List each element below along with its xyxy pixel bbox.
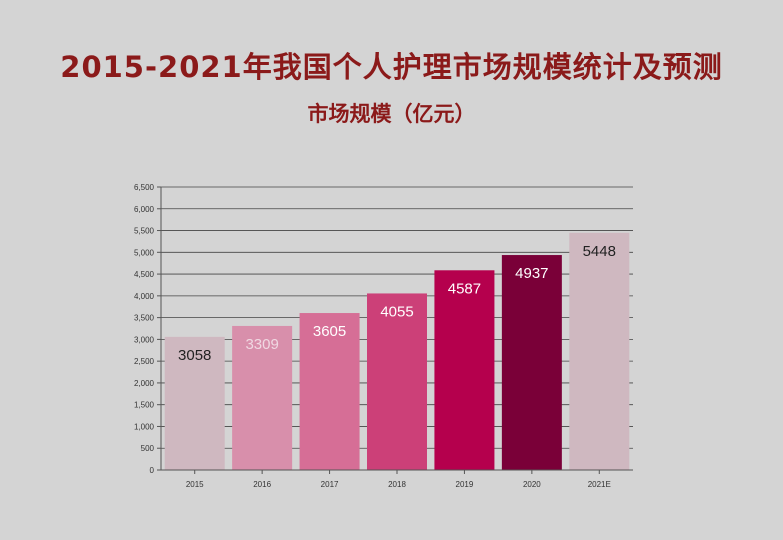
y-tick-label: 500 bbox=[141, 444, 155, 453]
y-tick-label: 1,000 bbox=[134, 422, 155, 431]
x-tick-label: 2015 bbox=[186, 480, 204, 489]
x-tick-label: 2019 bbox=[456, 480, 474, 489]
data-label-2018: 4055 bbox=[380, 303, 413, 320]
y-tick-label: 5,500 bbox=[134, 227, 155, 236]
data-label-2016: 3309 bbox=[245, 336, 278, 353]
bar-2021E bbox=[569, 232, 630, 470]
bar-2015 bbox=[164, 336, 225, 470]
y-tick-label: 0 bbox=[150, 466, 155, 475]
y-tick-label: 5,000 bbox=[134, 248, 155, 257]
data-label-2021E: 5448 bbox=[583, 243, 616, 260]
bars: 3058 3309 3605 4055 4587 4937 5448 bbox=[164, 232, 630, 470]
bar-2018 bbox=[367, 293, 427, 470]
y-tick-label: 1,500 bbox=[134, 401, 155, 410]
x-tick-label: 2017 bbox=[321, 480, 339, 489]
bar-2016 bbox=[232, 325, 293, 470]
x-axis-ticks: 2015 2016 2017 2018 2019 2020 2021E bbox=[186, 470, 611, 489]
y-tick-label: 4,000 bbox=[134, 292, 155, 301]
x-tick-label: 2020 bbox=[523, 480, 541, 489]
y-tick-label: 3,000 bbox=[134, 335, 155, 344]
chart-title: 2015-2021年我国个人护理市场规模统计及预测 bbox=[60, 50, 723, 84]
chart-subtitle: 市场规模（亿元） bbox=[307, 102, 476, 126]
y-tick-label: 6,500 bbox=[134, 183, 155, 192]
bar-2019 bbox=[434, 270, 495, 470]
data-label-2017: 3605 bbox=[313, 323, 346, 340]
x-tick-label: 2021E bbox=[588, 480, 611, 489]
bar-2017 bbox=[299, 313, 360, 470]
data-label-2015: 3058 bbox=[178, 347, 211, 364]
y-tick-label: 2,000 bbox=[134, 379, 155, 388]
y-tick-label: 4,500 bbox=[134, 270, 155, 279]
y-tick-label: 2,500 bbox=[134, 357, 155, 366]
data-label-2020: 4937 bbox=[515, 265, 548, 282]
y-tick-label: 6,000 bbox=[134, 205, 155, 214]
x-tick-label: 2016 bbox=[253, 480, 271, 489]
x-tick-label: 2018 bbox=[388, 480, 406, 489]
y-tick-label: 3,500 bbox=[134, 314, 155, 323]
bar-2020 bbox=[501, 255, 562, 470]
data-label-2019: 4587 bbox=[448, 280, 481, 297]
y-axis-ticks: 0 500 1,000 1,500 2,000 2,500 3,000 3,500 4,000 4… bbox=[134, 183, 161, 475]
